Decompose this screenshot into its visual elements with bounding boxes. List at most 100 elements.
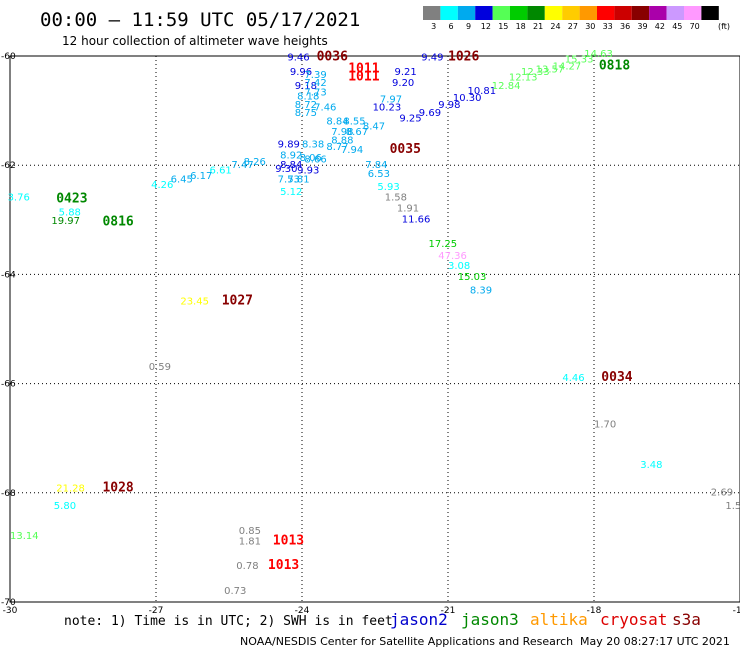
wave-height-label: 5.12 <box>280 187 302 198</box>
wave-height-label: 9.98 <box>438 100 460 111</box>
wave-height-label: 0.59 <box>149 362 171 373</box>
wave-height-label: 12.33 <box>521 67 550 78</box>
wave-height-label: 7.94 <box>341 145 363 156</box>
legend-swatch <box>457 6 476 20</box>
wave-height-label: 10.81 <box>467 86 496 97</box>
wave-height-label: 1.91 <box>397 204 419 215</box>
wave-height-label: 12.13 <box>509 73 538 84</box>
legend-swatch <box>423 6 441 20</box>
pass-time-label: 1028 <box>102 481 133 496</box>
wave-height-label: 4.46 <box>562 373 584 384</box>
wave-height-label: 6.45 <box>171 175 193 186</box>
wave-height-label: 8.26 <box>244 157 266 168</box>
legend-swatch <box>440 6 458 20</box>
wave-height-label: 8.84 <box>326 116 348 127</box>
wave-height-label: 5.93 <box>377 182 399 193</box>
wave-height-label: 10.30 <box>453 93 482 104</box>
wave-height-label: 8.72 <box>295 100 317 111</box>
axis-ticks: -30 -27 -24 -21 -18 -15 -60 -62 -64 -66 -68 -70 <box>1 52 740 616</box>
legend-swatch <box>701 6 719 20</box>
y-tick-label: -66 <box>1 380 16 390</box>
legend-swatch <box>492 6 510 20</box>
wave-height-label: 7.46 <box>314 103 336 114</box>
wave-height-label: 6.17 <box>190 171 212 182</box>
satellite-name: cryosat <box>600 610 667 629</box>
wave-height-label: 0.78 <box>236 561 258 572</box>
legend-swatch <box>631 6 650 20</box>
wave-height-label: 9.30 <box>275 164 297 175</box>
footnote: note: 1) Time is in UTC; 2) SWH is in fe… <box>64 614 393 629</box>
wave-height-label: 7.84 <box>365 160 387 171</box>
wave-height-label: 8.84 <box>280 160 302 171</box>
pass-time-label: 0034 <box>601 370 632 385</box>
wave-height-label: 19.97 <box>51 216 80 227</box>
x-tick-label: -30 <box>3 606 18 616</box>
wave-height-label: 9.49 <box>421 52 443 63</box>
wave-height-label: 8.55 <box>343 116 365 127</box>
legend-swatch <box>510 6 528 20</box>
pass-time-label: 1013 <box>268 558 299 573</box>
legend-swatch <box>649 6 667 20</box>
wave-height-label: 8.39 <box>470 286 492 297</box>
wave-height-label: 7.47 <box>231 160 253 171</box>
pass-time-label: 1013 <box>273 534 304 549</box>
wave-height-label: 8.75 <box>295 108 317 119</box>
legend-label: 33 <box>603 22 613 31</box>
wave-height-label: 7.97 <box>380 94 402 105</box>
legend-label: 70 <box>690 22 700 31</box>
y-tick-label: -64 <box>1 270 16 280</box>
wave-height-label: 9.89 <box>278 140 300 151</box>
grid-lines <box>10 56 740 602</box>
wave-height-label: 47.36 <box>438 251 467 262</box>
pass-time-label: 0818 <box>599 59 630 74</box>
legend-label: 39 <box>637 22 647 31</box>
legend-label: 42 <box>655 22 665 31</box>
wave-height-label: 7.53 <box>278 175 300 186</box>
satellite-legend: jason2 jason3 altika cryosat s3a <box>390 610 701 629</box>
wave-height-label: 7.73 <box>304 87 326 98</box>
credit-right: May 20 08:27:17 UTC 2021 <box>580 635 730 648</box>
wave-height-label: 1.58 <box>385 193 407 204</box>
legend-label: 24 <box>550 22 560 31</box>
legend-unit: (ft) <box>718 22 730 31</box>
wave-height-label: 9.20 <box>392 78 414 89</box>
x-tick-label: -27 <box>149 606 164 616</box>
pass-time-label: 1026 <box>448 49 479 64</box>
wave-height-label: 15.03 <box>458 272 487 283</box>
x-tick-label: -24 <box>295 606 310 616</box>
wave-height-label: 14.27 <box>553 62 582 73</box>
wave-height-label: 9.96 <box>290 67 312 78</box>
wave-height-label: 11.66 <box>402 215 431 226</box>
legend-swatch <box>684 6 702 20</box>
wave-height-label: 8.66 <box>304 154 326 165</box>
wave-height-label: 6.53 <box>368 169 390 180</box>
legend-label: 12 <box>481 22 491 31</box>
pass-time-label: 1011 <box>348 70 379 85</box>
wave-height-label: 5.80 <box>54 501 76 512</box>
legend-swatch <box>666 6 684 20</box>
satellite-name: s3a <box>672 610 701 629</box>
pass-time-label: 0035 <box>390 142 421 157</box>
wave-height-label: 15.33 <box>565 55 594 66</box>
legend-swatch <box>475 6 493 20</box>
y-tick-label: -62 <box>1 161 16 171</box>
satellite-name: altika <box>530 610 588 629</box>
y-tick-label: -60 <box>1 52 16 62</box>
legend-label: 45 <box>672 22 682 31</box>
legend-label: 15 <box>498 22 508 31</box>
wave-height-label: 10.23 <box>373 103 402 114</box>
wave-height-label: 8.18 <box>297 92 319 103</box>
wave-height-label: 0.85 <box>239 526 261 537</box>
wave-height-label: 6.61 <box>210 165 232 176</box>
wave-height-label: 9.21 <box>394 67 416 78</box>
legend-swatch <box>579 6 597 20</box>
wave-height-label: 7.98 <box>331 127 353 138</box>
wave-height-label: 14.63 <box>584 49 613 60</box>
legend-label: 27 <box>568 22 578 31</box>
wave-height-label: 0.73 <box>224 586 246 597</box>
legend-label: 18 <box>516 22 526 31</box>
wave-height-label: 13.14 <box>10 531 39 542</box>
legend-swatch <box>527 6 545 20</box>
wave-height-label: 23.45 <box>180 296 209 307</box>
